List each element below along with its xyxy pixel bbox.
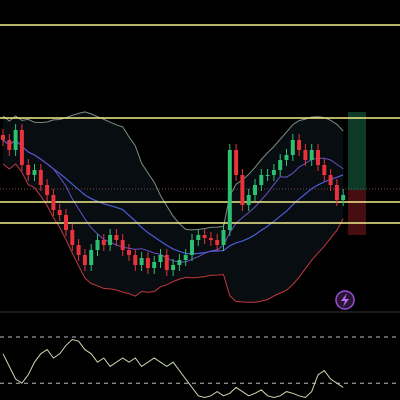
candle-body (303, 150, 308, 160)
candle-body (70, 230, 75, 245)
candle-body (341, 195, 346, 200)
candle-body (7, 140, 12, 150)
moving-average (2, 139, 344, 255)
candle-body (240, 175, 245, 205)
candle-body (51, 195, 56, 210)
candle-body (290, 140, 295, 155)
candle-body (45, 185, 50, 195)
candle-body (171, 265, 176, 270)
candle-body (322, 165, 327, 175)
candle-body (108, 235, 113, 245)
bollinger-fill (3, 111, 344, 303)
candle-body (120, 240, 125, 250)
candle-body (202, 235, 207, 238)
candle-body (101, 240, 106, 245)
candle-body (309, 150, 314, 160)
bollinger-upper (2, 111, 344, 231)
candle-body (38, 170, 43, 185)
candle-body (158, 255, 163, 262)
candle-body (221, 230, 226, 245)
position-profit-zone (348, 112, 366, 190)
candle-body (271, 170, 276, 175)
oscillator-line (2, 338, 344, 399)
bollinger-lower (2, 163, 344, 303)
candle-body (215, 240, 220, 245)
candle-body (26, 165, 31, 175)
candle-body (183, 255, 188, 260)
candle-body (95, 240, 100, 250)
candle-body (139, 258, 144, 265)
candle-body (246, 195, 251, 205)
candle-body (253, 185, 257, 195)
candle-body (227, 150, 232, 230)
position-loss-zone (348, 190, 366, 235)
candle-body (316, 150, 320, 165)
candle-body (13, 130, 18, 150)
candle-body (278, 160, 283, 170)
candle-body (208, 238, 213, 240)
candle-body (259, 175, 264, 185)
candle-body (32, 170, 37, 175)
candle-body (127, 250, 131, 255)
candle-body (89, 250, 94, 265)
candle-body (82, 255, 87, 265)
alert-icon-bolt[interactable] (341, 293, 349, 307)
candle-body (114, 235, 119, 240)
candle-body (328, 175, 333, 185)
candle-body (19, 130, 24, 165)
alert-button[interactable] (335, 290, 355, 310)
candle-body (145, 258, 150, 268)
candle-body (64, 215, 68, 230)
candle-body (1, 135, 5, 140)
candle-body (284, 155, 289, 160)
candle-body (152, 262, 157, 268)
candle-body (57, 210, 62, 215)
candle-body (234, 150, 239, 175)
candle-body (190, 240, 194, 255)
candle-body (334, 185, 339, 200)
candle-body (133, 255, 138, 265)
candle-body (177, 260, 182, 265)
candle-body (164, 255, 169, 270)
candle-body (196, 235, 201, 240)
candle-body (265, 175, 270, 176)
candle-body (76, 245, 81, 255)
candle-body (297, 140, 302, 150)
